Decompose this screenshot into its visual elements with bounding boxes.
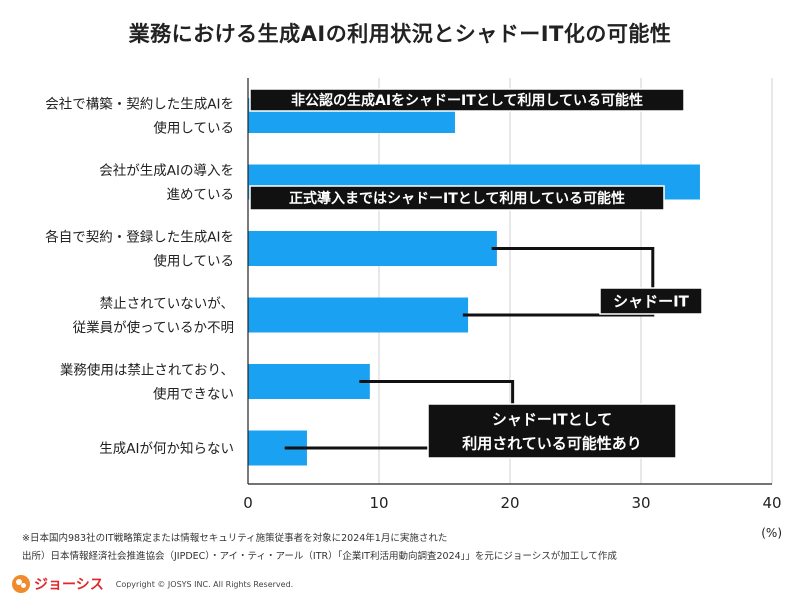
- annotation-unofficial-text: 非公認の生成AIをシャドーITとして利用している可能性: [291, 92, 643, 109]
- annotation-shadow-it-box: [599, 287, 703, 315]
- category-label: 生成AIが何か知らない: [99, 440, 234, 457]
- bar: [248, 364, 370, 399]
- annotation-possible-text: 利用されている可能性あり: [462, 434, 642, 452]
- copyright-text: Copyright © JOSYS INC. All Rights Reserv…: [115, 579, 294, 589]
- x-tick-label: 20: [500, 494, 519, 512]
- bar: [248, 297, 469, 333]
- category-label: 各自で契約・登録した生成AIを: [45, 230, 234, 246]
- x-tick-label: 40: [762, 494, 781, 512]
- x-tick-label: 10: [369, 494, 388, 512]
- logo-text: ジョーシス: [34, 577, 104, 593]
- category-label: 使用している: [153, 253, 234, 270]
- annotation-shadow-it-text: シャドーIT: [613, 292, 690, 310]
- bar: [248, 231, 497, 266]
- annotation-official-text: 正式導入まではシャドーITとして利用している可能性: [289, 190, 625, 207]
- category-label: 使用している: [153, 120, 234, 137]
- x-tick-label: 0: [243, 494, 253, 512]
- annotation-possible-text: シャドーITとして: [492, 410, 612, 428]
- category-label: 会社で構築・契約した生成AIを: [45, 97, 234, 113]
- category-label: 会社が生成AIの導入を: [99, 163, 234, 179]
- category-label: 禁止されていないが、: [100, 296, 234, 312]
- x-tick-label: 30: [631, 494, 650, 512]
- logo-mark-icon: [12, 575, 30, 593]
- annotation-unofficial-box: [249, 88, 685, 112]
- company-logo: ジョーシス Copyright © JOSYS INC. All Rights …: [12, 574, 293, 594]
- annotation-possible-box: [427, 403, 677, 459]
- survey-note: ※日本国内983社のIT戦略策定または情報セキュリティ施策従事者を対象に2024…: [22, 533, 448, 544]
- category-label: 業務使用は禁止されており、: [60, 362, 234, 379]
- bracket-shadow-it: [462, 247, 655, 317]
- category-label: 従業員が使っているか不明: [73, 319, 234, 336]
- source-note: 出所）日本情報経済社会推進協会（JIPDEC）・アイ・ティ・アール（ITR）「企…: [22, 551, 617, 562]
- category-label: 進めている: [167, 187, 235, 203]
- category-label: 使用できない: [153, 386, 234, 403]
- annotation-official-box: [249, 185, 665, 211]
- chart-title: 業務における生成AIの利用状況とシャドーIT化の可能性: [128, 22, 672, 46]
- axis-unit-label: (%): [761, 526, 782, 540]
